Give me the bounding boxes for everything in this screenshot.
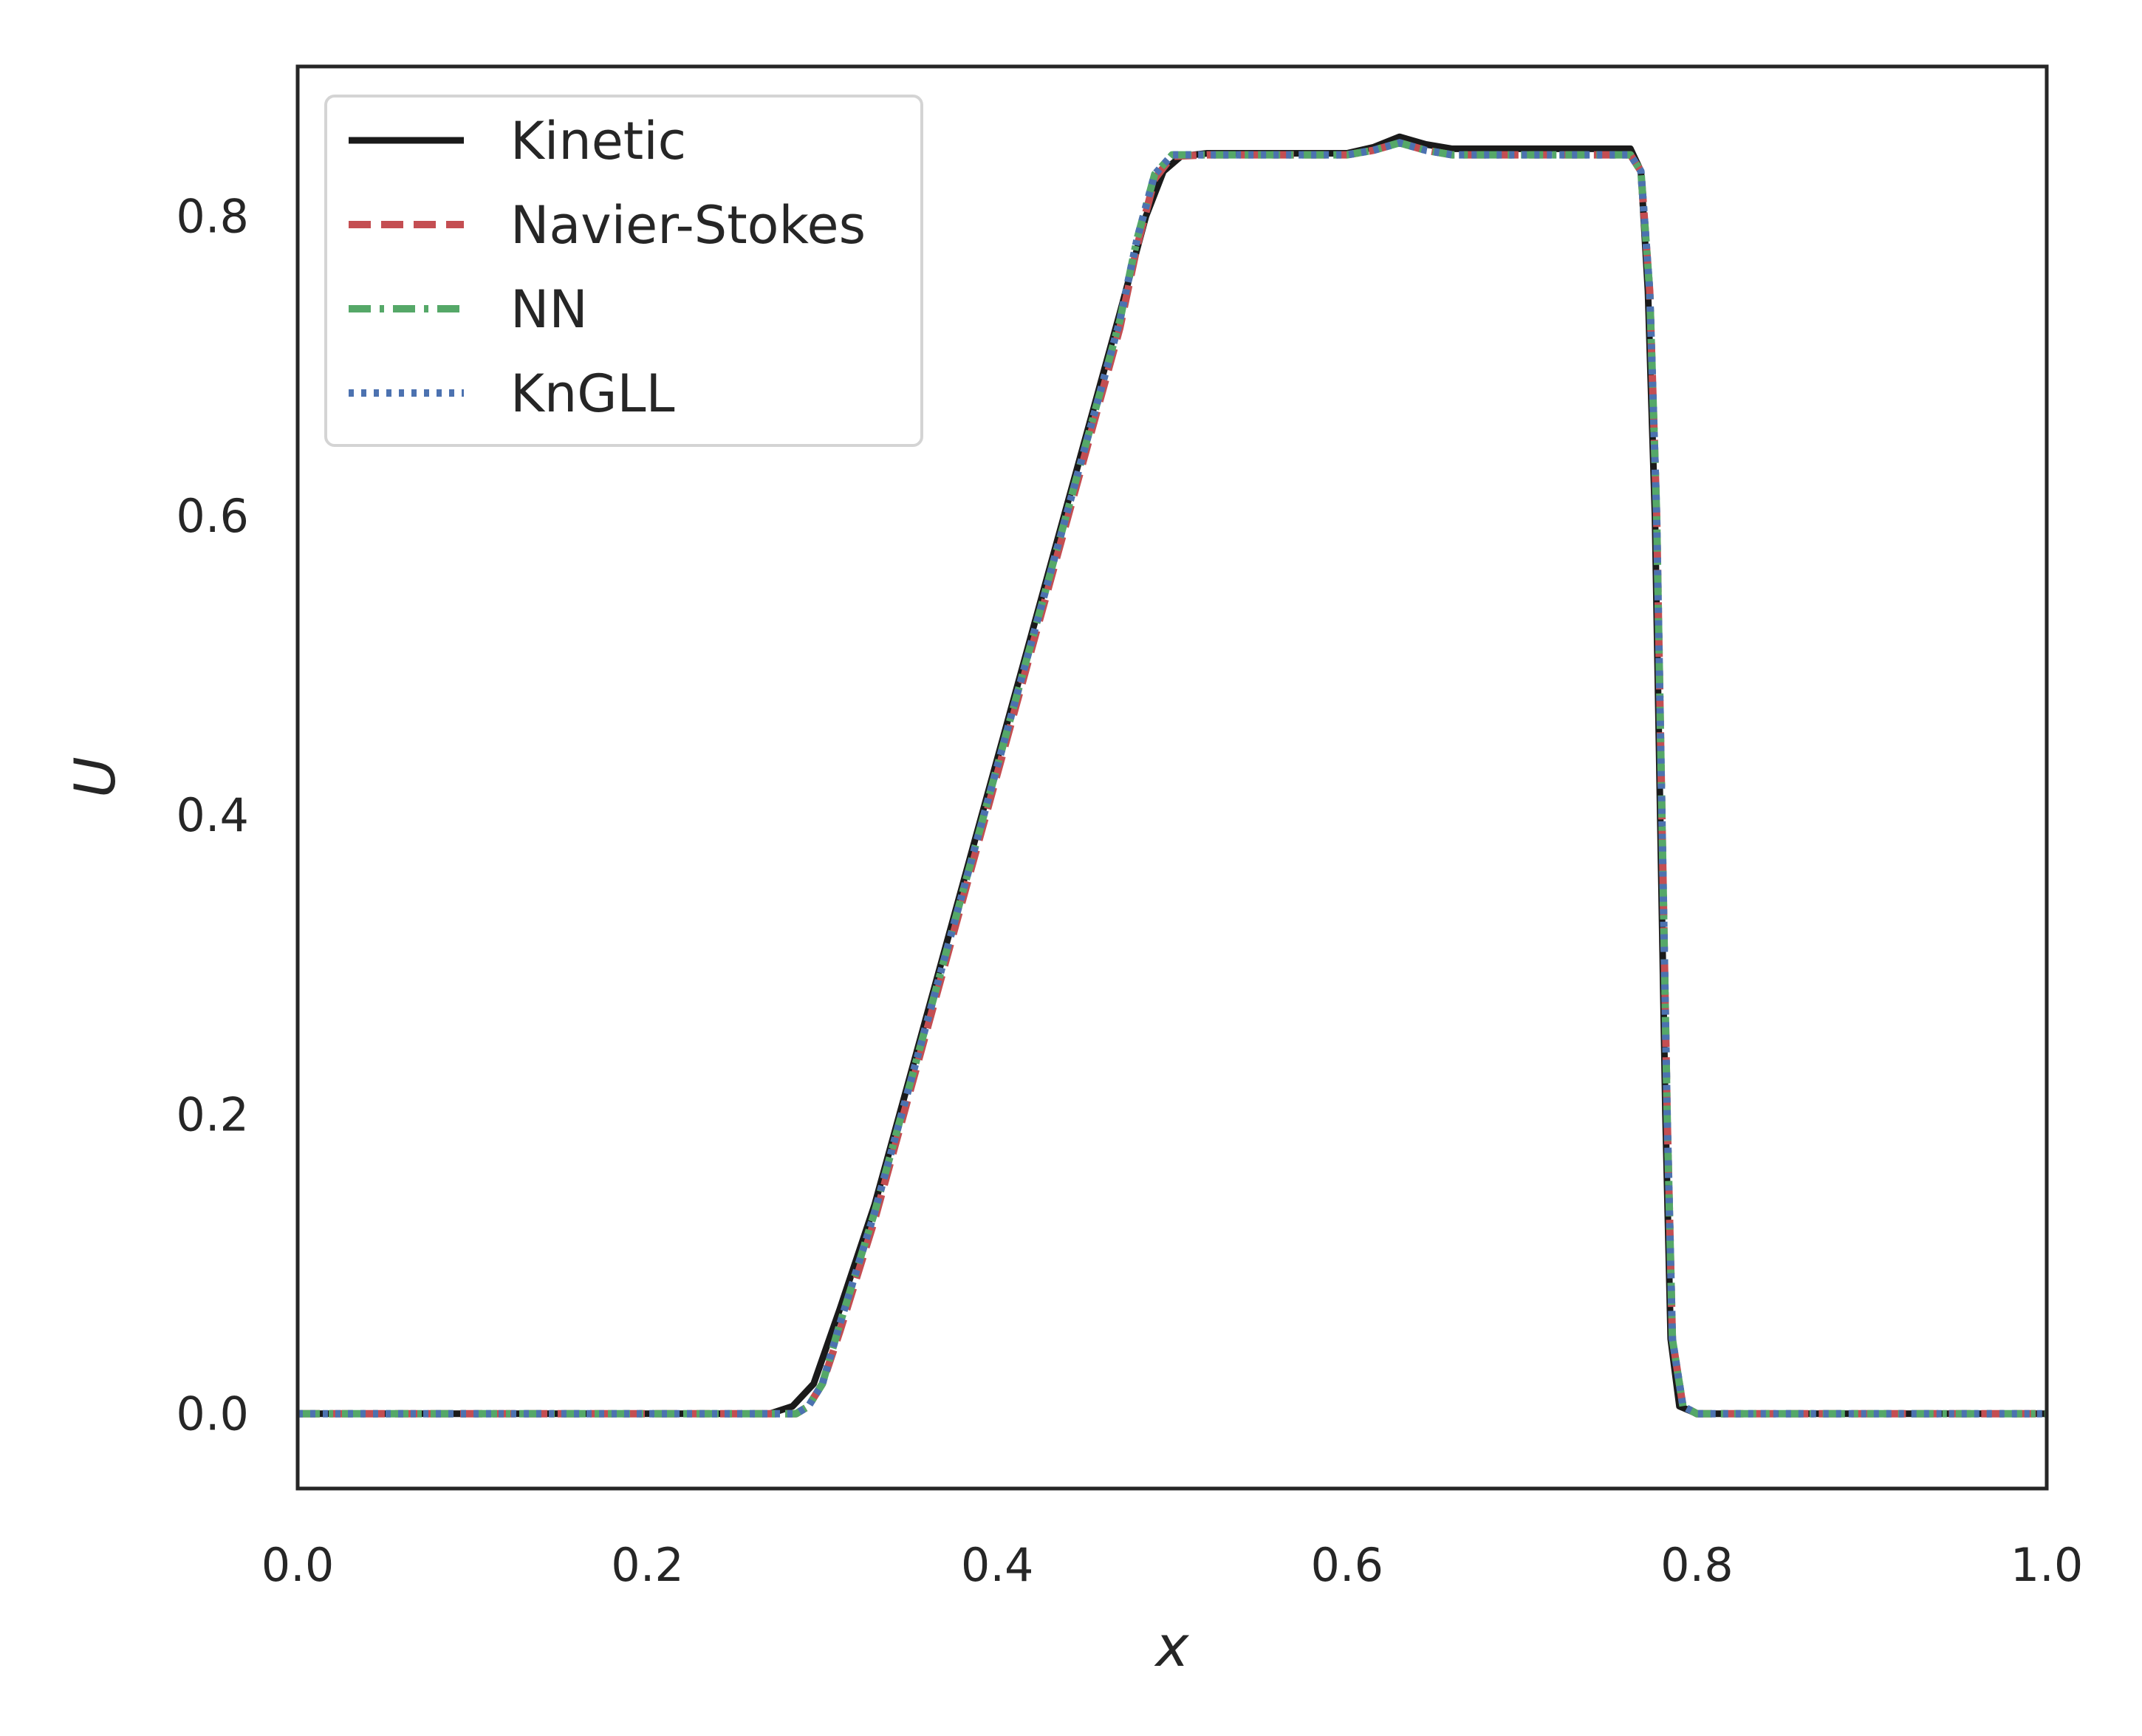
legend-label: KnGLL [510,363,675,424]
legend: Kinetic Navier-Stokes NN KnGLL [324,95,923,447]
series-layer [298,133,2047,1418]
legend-label: Kinetic [510,111,686,171]
x-axis-label: x [1154,1613,1190,1679]
x-tick-label: 0.6 [1310,1538,1383,1592]
legend-label: NN [510,279,588,340]
x-tick-label: 0.8 [1660,1538,1734,1592]
plot-frame [295,64,2049,1491]
y-tick-label: 0.0 [176,1387,249,1441]
x-tick-label: 0.2 [611,1538,684,1592]
y-tick-label: 0.2 [176,1087,249,1141]
series-line-nn [298,139,2047,1418]
x-tick-label: 0.4 [961,1538,1034,1592]
legend-label: Navier-Stokes [510,195,866,256]
y-tick-label: 0.6 [176,489,249,543]
x-tick-label: 0.0 [261,1538,335,1592]
y-tick-label: 0.8 [176,190,249,244]
y-tick-labels: 0.0 0.2 0.4 0.6 0.8 [176,190,249,1441]
x-tick-labels: 0.0 0.2 0.4 0.6 0.8 1.0 [261,1538,2084,1592]
y-tick-label: 0.4 [176,788,249,842]
y-axis-label: U [62,756,128,798]
legend-box [324,95,923,447]
x-tick-label: 1.0 [2011,1538,2084,1592]
